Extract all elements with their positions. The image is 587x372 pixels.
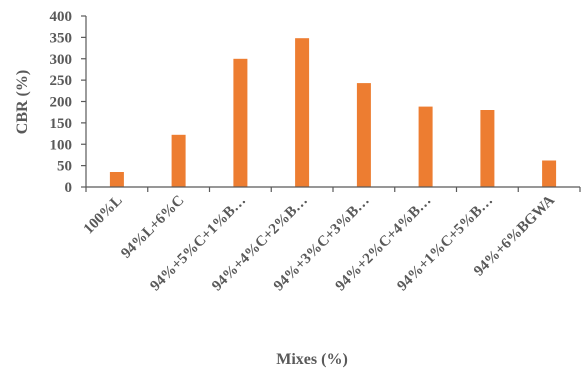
x-tick-labels: 100%L94%L+6%C94%+5%C+1%B…94%+4%C+2%B…94%…: [81, 192, 558, 294]
bars-group: [109, 38, 557, 188]
bar-0: [109, 172, 124, 187]
bar-3: [295, 38, 310, 188]
y-tick-label-8: 400: [50, 9, 73, 25]
y-tick-label-2: 100: [50, 137, 73, 153]
y-tick-label-0: 0: [65, 180, 73, 196]
bar-4: [356, 83, 371, 187]
x-tick-label-1: 94%L+6%C: [118, 193, 187, 262]
bar-2: [233, 58, 248, 188]
x-axis-title: Mixes (%): [276, 351, 348, 368]
y-tick-label-5: 250: [50, 73, 73, 89]
bar-5: [418, 106, 433, 187]
bar-7: [542, 160, 557, 187]
bar-1: [171, 134, 186, 187]
y-tick-labels: 0 50 100 150 200 250 300 350 400: [50, 9, 73, 196]
y-axis-title: CBR (%): [14, 70, 31, 134]
bar-6: [480, 110, 495, 187]
y-tick-label-6: 300: [50, 52, 73, 68]
x-tick-label-0: 100%L: [81, 193, 126, 238]
y-tick-label-3: 150: [50, 116, 73, 132]
y-tick-label-1: 50: [57, 159, 72, 175]
y-tick-label-4: 200: [50, 95, 73, 111]
axes-group: [81, 15, 581, 192]
y-tick-label-7: 350: [50, 30, 73, 46]
